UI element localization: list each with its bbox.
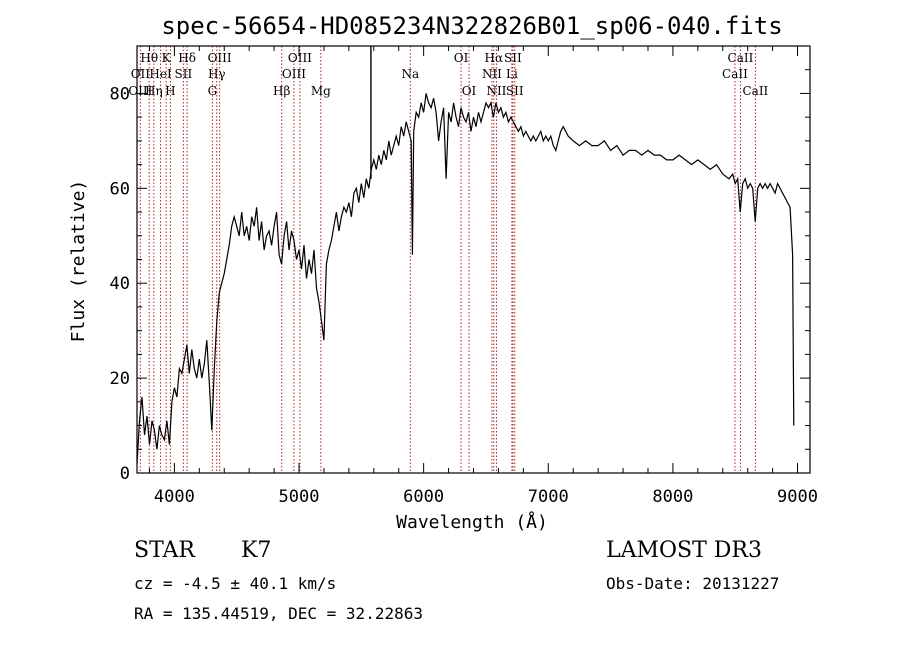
obs-date-text: Obs-Date: 20131227 (606, 574, 780, 593)
redshift-text: cz = -4.5 ± 40.1 km/s (134, 574, 337, 593)
spectral-line-label: Li (506, 67, 518, 81)
spectral-line-label: SII (506, 84, 524, 98)
x-axis-label: Wavelength (Å) (396, 511, 548, 533)
chart-title: spec-56654-HD085234N322826B01_sp06-040.f… (161, 12, 782, 40)
spectral-line-label: Hδ (178, 51, 196, 65)
spectral-line-label: Na (401, 67, 419, 81)
spectral-line-label: CaII (722, 67, 748, 81)
x-tick-label: 9000 (777, 487, 818, 507)
axis-ticks: 4000 5000 6000 7000 8000 9000 0 20 40 60 80 (110, 46, 818, 507)
spectral-line-label: SII (504, 51, 522, 65)
spectral-line-label: SII (175, 67, 193, 81)
plot-frame (136, 45, 811, 474)
object-subclass: K7 (241, 538, 272, 563)
object-type: STAR (134, 538, 195, 563)
spectral-line-label: OIII (288, 51, 312, 65)
spectral-line-label: K (162, 51, 172, 65)
spectral-line-label: NII (486, 84, 506, 98)
spectral-line-label: Hη (145, 84, 163, 98)
spectral-line-label: OI (462, 84, 477, 98)
spectral-line-label: OIII (208, 51, 232, 65)
spectral-line-label: OI (454, 51, 469, 65)
x-tick-label: 6000 (403, 487, 444, 507)
x-tick-label: 4000 (154, 487, 195, 507)
spectral-line-label: Mg (311, 84, 331, 98)
spectral-line-label: G (208, 84, 218, 98)
x-tick-label: 8000 (652, 487, 693, 507)
y-tick-label: 40 (110, 274, 130, 294)
spectral-line-label: Hγ (208, 67, 226, 81)
y-tick-label: 60 (110, 179, 130, 199)
spectral-line-label: CaII (728, 51, 754, 65)
y-tick-label: 0 (120, 464, 130, 484)
spectral-line-label: OIII (128, 84, 152, 98)
y-tick-label: 20 (110, 369, 130, 389)
flux-series-line (136, 93, 795, 464)
x-tick-label: 7000 (528, 487, 569, 507)
spectral-line-label: HeI (149, 67, 172, 81)
spectral-line-label: OIII (282, 67, 306, 81)
spectral-line-label: H (165, 84, 175, 98)
y-tick-label: 80 (110, 84, 130, 104)
x-tick-label: 5000 (279, 487, 320, 507)
coordinates-text: RA = 135.44519, DEC = 32.22863 (134, 604, 423, 623)
spectral-line-label: Hβ (273, 84, 290, 98)
spectral-line-label: OII (131, 67, 151, 81)
spectral-line-markers (139, 46, 756, 473)
survey-name: LAMOST DR3 (606, 538, 762, 563)
y-axis-label: Flux (relative) (68, 180, 89, 343)
spectral-line-label: NII (482, 67, 502, 81)
spectral-line-label: CaII (742, 84, 768, 98)
spectral-line-label: Hα (485, 51, 504, 65)
spectral-line-label: Hθ (140, 51, 158, 65)
